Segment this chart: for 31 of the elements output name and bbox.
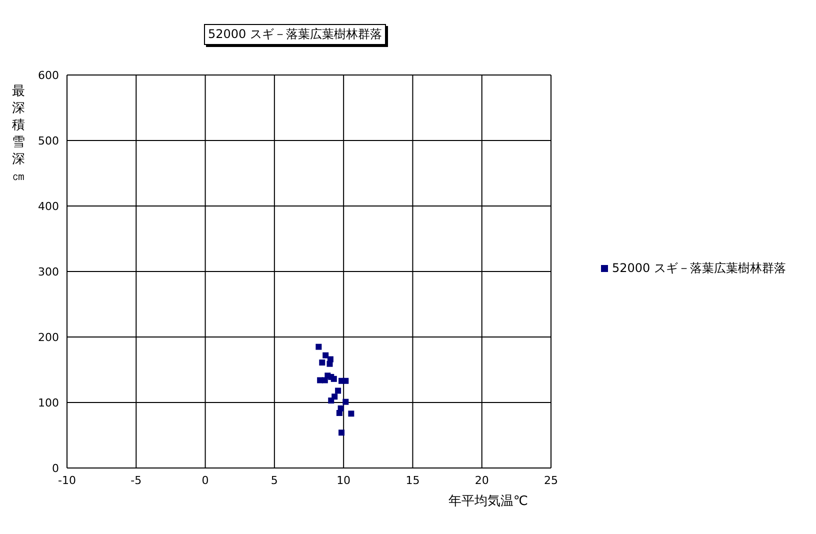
point [330,376,337,382]
point [319,360,326,366]
x-tick-label: -5 [130,474,142,487]
point [338,430,344,436]
y-tick-label: 200 [38,330,59,344]
x-tick-label: 15 [406,474,420,487]
x-tick-label: 10 [336,474,351,487]
legend-label: 52000 スギ－落葉広葉樹林群落 [612,260,786,274]
point [328,398,334,404]
point [316,344,322,350]
x-tick-label: 5 [270,474,278,487]
point [326,360,333,367]
point [322,352,329,358]
y-tick-label: 300 [38,265,59,278]
x-tick-label: 0 [202,474,209,487]
point [335,388,342,394]
chart-title: 52000 スギ－落葉広葉樹林群落 [204,24,386,45]
y-axis-title: 最深積雪深㎝ [12,83,25,185]
point [348,410,354,417]
y-tick-label: 0 [52,462,59,475]
x-tick-label: 20 [474,474,489,487]
y-tick-label: 400 [38,200,59,213]
point [342,398,349,405]
y-tick-label: 600 [38,68,59,82]
y-tick-label: 500 [38,134,59,148]
x-tick-label: -10 [58,474,76,487]
x-axis-title: 年平均気温℃ [448,493,528,510]
point [336,410,342,416]
x-tick-label: 25 [544,474,558,487]
y-tick-label: 100 [38,396,59,410]
point [342,378,349,384]
